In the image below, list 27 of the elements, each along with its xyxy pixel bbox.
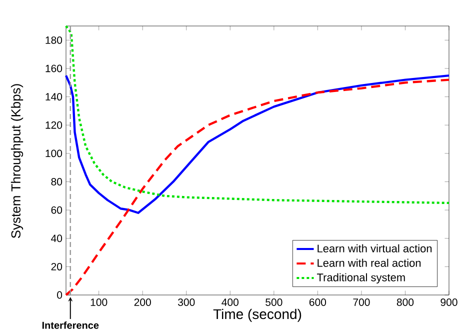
y-tick-label: 100 — [46, 150, 62, 158]
legend-label: Learn with real action — [318, 258, 421, 267]
y-tick-label: 40 — [51, 234, 62, 242]
x-tick-label: 600 — [309, 298, 326, 306]
legend-label: Traditional system — [317, 273, 405, 284]
x-tick-label: 300 — [178, 298, 195, 306]
legend-label: Learn with virtual action — [318, 244, 432, 252]
y-tick-label: 140 — [46, 93, 62, 101]
x-tick-label: 200 — [134, 298, 151, 306]
x-tick-label: 100 — [90, 298, 108, 306]
x-tick-label: 500 — [266, 298, 282, 306]
x-tick-label: 700 — [353, 298, 370, 306]
x-axis-title: Time (second) — [213, 308, 302, 322]
x-tick-label: 900 — [440, 298, 458, 306]
line-series — [64, 74, 450, 214]
ref-line-label: Interference — [42, 322, 99, 329]
y-tick-label: 120 — [46, 121, 62, 129]
y-tick-label: 20 — [51, 262, 62, 270]
line-series — [64, 78, 450, 296]
y-tick-label: 0 — [57, 291, 62, 299]
y-axis-title: System Throughput (Kbps) — [10, 84, 24, 238]
y-tick-label: 160 — [46, 64, 62, 72]
x-tick-label: 800 — [396, 298, 414, 306]
y-tick-label: 60 — [51, 206, 62, 214]
y-tick-label: 180 — [46, 36, 62, 44]
y-tick-label: 80 — [51, 178, 62, 186]
x-tick-label: 400 — [222, 298, 238, 306]
